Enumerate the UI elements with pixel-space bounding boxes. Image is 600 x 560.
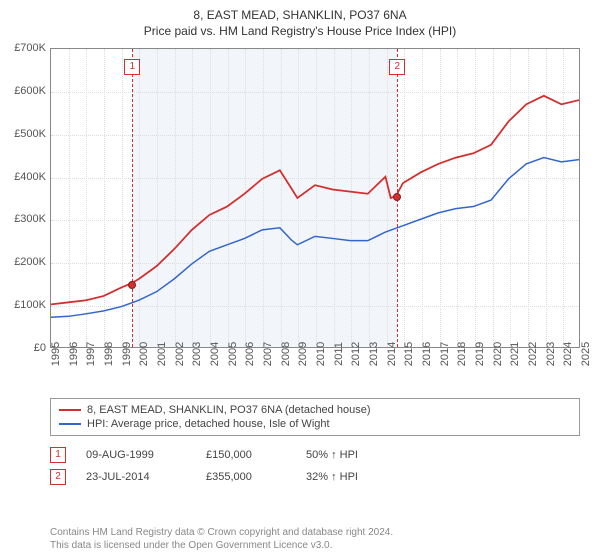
legend-item-hpi: HPI: Average price, detached house, Isle… xyxy=(59,417,571,431)
footer-line: Contains HM Land Registry data © Crown c… xyxy=(50,526,580,539)
x-axis-label: 2010 xyxy=(315,342,327,366)
x-axis-label: 2024 xyxy=(562,342,574,366)
event-pct-vs-hpi: 50% ↑ HPI xyxy=(306,449,396,461)
x-axis-label: 2022 xyxy=(527,342,539,366)
x-axis-label: 1998 xyxy=(103,342,115,366)
x-axis-label: 2021 xyxy=(509,342,521,366)
x-axis-label: 2020 xyxy=(492,342,504,366)
event-price: £355,000 xyxy=(206,471,286,483)
event-marker-dot xyxy=(393,193,401,201)
x-axis-label: 2012 xyxy=(350,342,362,366)
x-axis-label: 2025 xyxy=(580,342,592,366)
y-axis-label: £400K xyxy=(0,171,46,183)
x-axis-label: 2015 xyxy=(403,342,415,366)
event-marker-label: 1 xyxy=(124,59,140,75)
plot-area: 12 xyxy=(50,48,580,348)
x-axis-label: 2017 xyxy=(439,342,451,366)
y-axis-label: £300K xyxy=(0,213,46,225)
chart-lines xyxy=(51,49,579,347)
event-marker-line xyxy=(132,49,133,347)
x-axis-label: 2023 xyxy=(545,342,557,366)
x-axis-label: 2016 xyxy=(421,342,433,366)
x-axis-label: 2002 xyxy=(174,342,186,366)
event-marker-id: 1 xyxy=(50,447,66,463)
legend-swatch xyxy=(59,423,81,425)
x-axis-label: 2018 xyxy=(456,342,468,366)
legend-label: 8, EAST MEAD, SHANKLIN, PO37 6NA (detach… xyxy=(87,404,371,416)
legend-swatch xyxy=(59,409,81,411)
event-date: 23-JUL-2014 xyxy=(86,471,186,483)
x-axis-label: 2004 xyxy=(209,342,221,366)
event-row: 1 09-AUG-1999 £150,000 50% ↑ HPI xyxy=(50,444,580,466)
x-axis-label: 2000 xyxy=(138,342,150,366)
y-axis-label: £200K xyxy=(0,256,46,268)
y-axis-label: £500K xyxy=(0,128,46,140)
event-marker-id: 2 xyxy=(50,469,66,485)
x-axis-label: 2006 xyxy=(244,342,256,366)
footer-attribution: Contains HM Land Registry data © Crown c… xyxy=(50,526,580,552)
x-axis-label: 2007 xyxy=(262,342,274,366)
footer-line: This data is licensed under the Open Gov… xyxy=(50,539,580,552)
event-marker-dot xyxy=(128,281,136,289)
y-axis-label: £0 xyxy=(0,342,46,354)
chart-subtitle: Price paid vs. HM Land Registry's House … xyxy=(0,24,600,38)
x-axis-label: 1996 xyxy=(68,342,80,366)
x-axis-label: 2008 xyxy=(280,342,292,366)
x-axis-label: 2014 xyxy=(386,342,398,366)
x-axis-label: 2011 xyxy=(333,342,345,366)
legend-label: HPI: Average price, detached house, Isle… xyxy=(87,418,330,430)
event-row: 2 23-JUL-2014 £355,000 32% ↑ HPI xyxy=(50,466,580,488)
y-axis-label: £100K xyxy=(0,299,46,311)
series-hpi xyxy=(51,158,579,318)
x-axis-label: 2003 xyxy=(191,342,203,366)
events-table: 1 09-AUG-1999 £150,000 50% ↑ HPI 2 23-JUL-201… xyxy=(50,444,580,488)
legend-item-price-paid: 8, EAST MEAD, SHANKLIN, PO37 6NA (detach… xyxy=(59,403,571,417)
x-axis-label: 2001 xyxy=(156,342,168,366)
event-date: 09-AUG-1999 xyxy=(86,449,186,461)
chart-title: 8, EAST MEAD, SHANKLIN, PO37 6NA xyxy=(0,8,600,22)
x-axis-label: 1999 xyxy=(121,342,133,366)
event-price: £150,000 xyxy=(206,449,286,461)
x-axis-label: 2019 xyxy=(474,342,486,366)
event-pct-vs-hpi: 32% ↑ HPI xyxy=(306,471,396,483)
y-axis-label: £600K xyxy=(0,85,46,97)
x-axis-label: 1995 xyxy=(50,342,62,366)
event-marker-label: 2 xyxy=(389,59,405,75)
x-axis-label: 2005 xyxy=(227,342,239,366)
x-axis-label: 2013 xyxy=(368,342,380,366)
x-axis-label: 1997 xyxy=(85,342,97,366)
x-axis-label: 2009 xyxy=(297,342,309,366)
y-axis-label: £700K xyxy=(0,42,46,54)
legend: 8, EAST MEAD, SHANKLIN, PO37 6NA (detach… xyxy=(50,398,580,436)
series-price_paid xyxy=(51,96,579,305)
